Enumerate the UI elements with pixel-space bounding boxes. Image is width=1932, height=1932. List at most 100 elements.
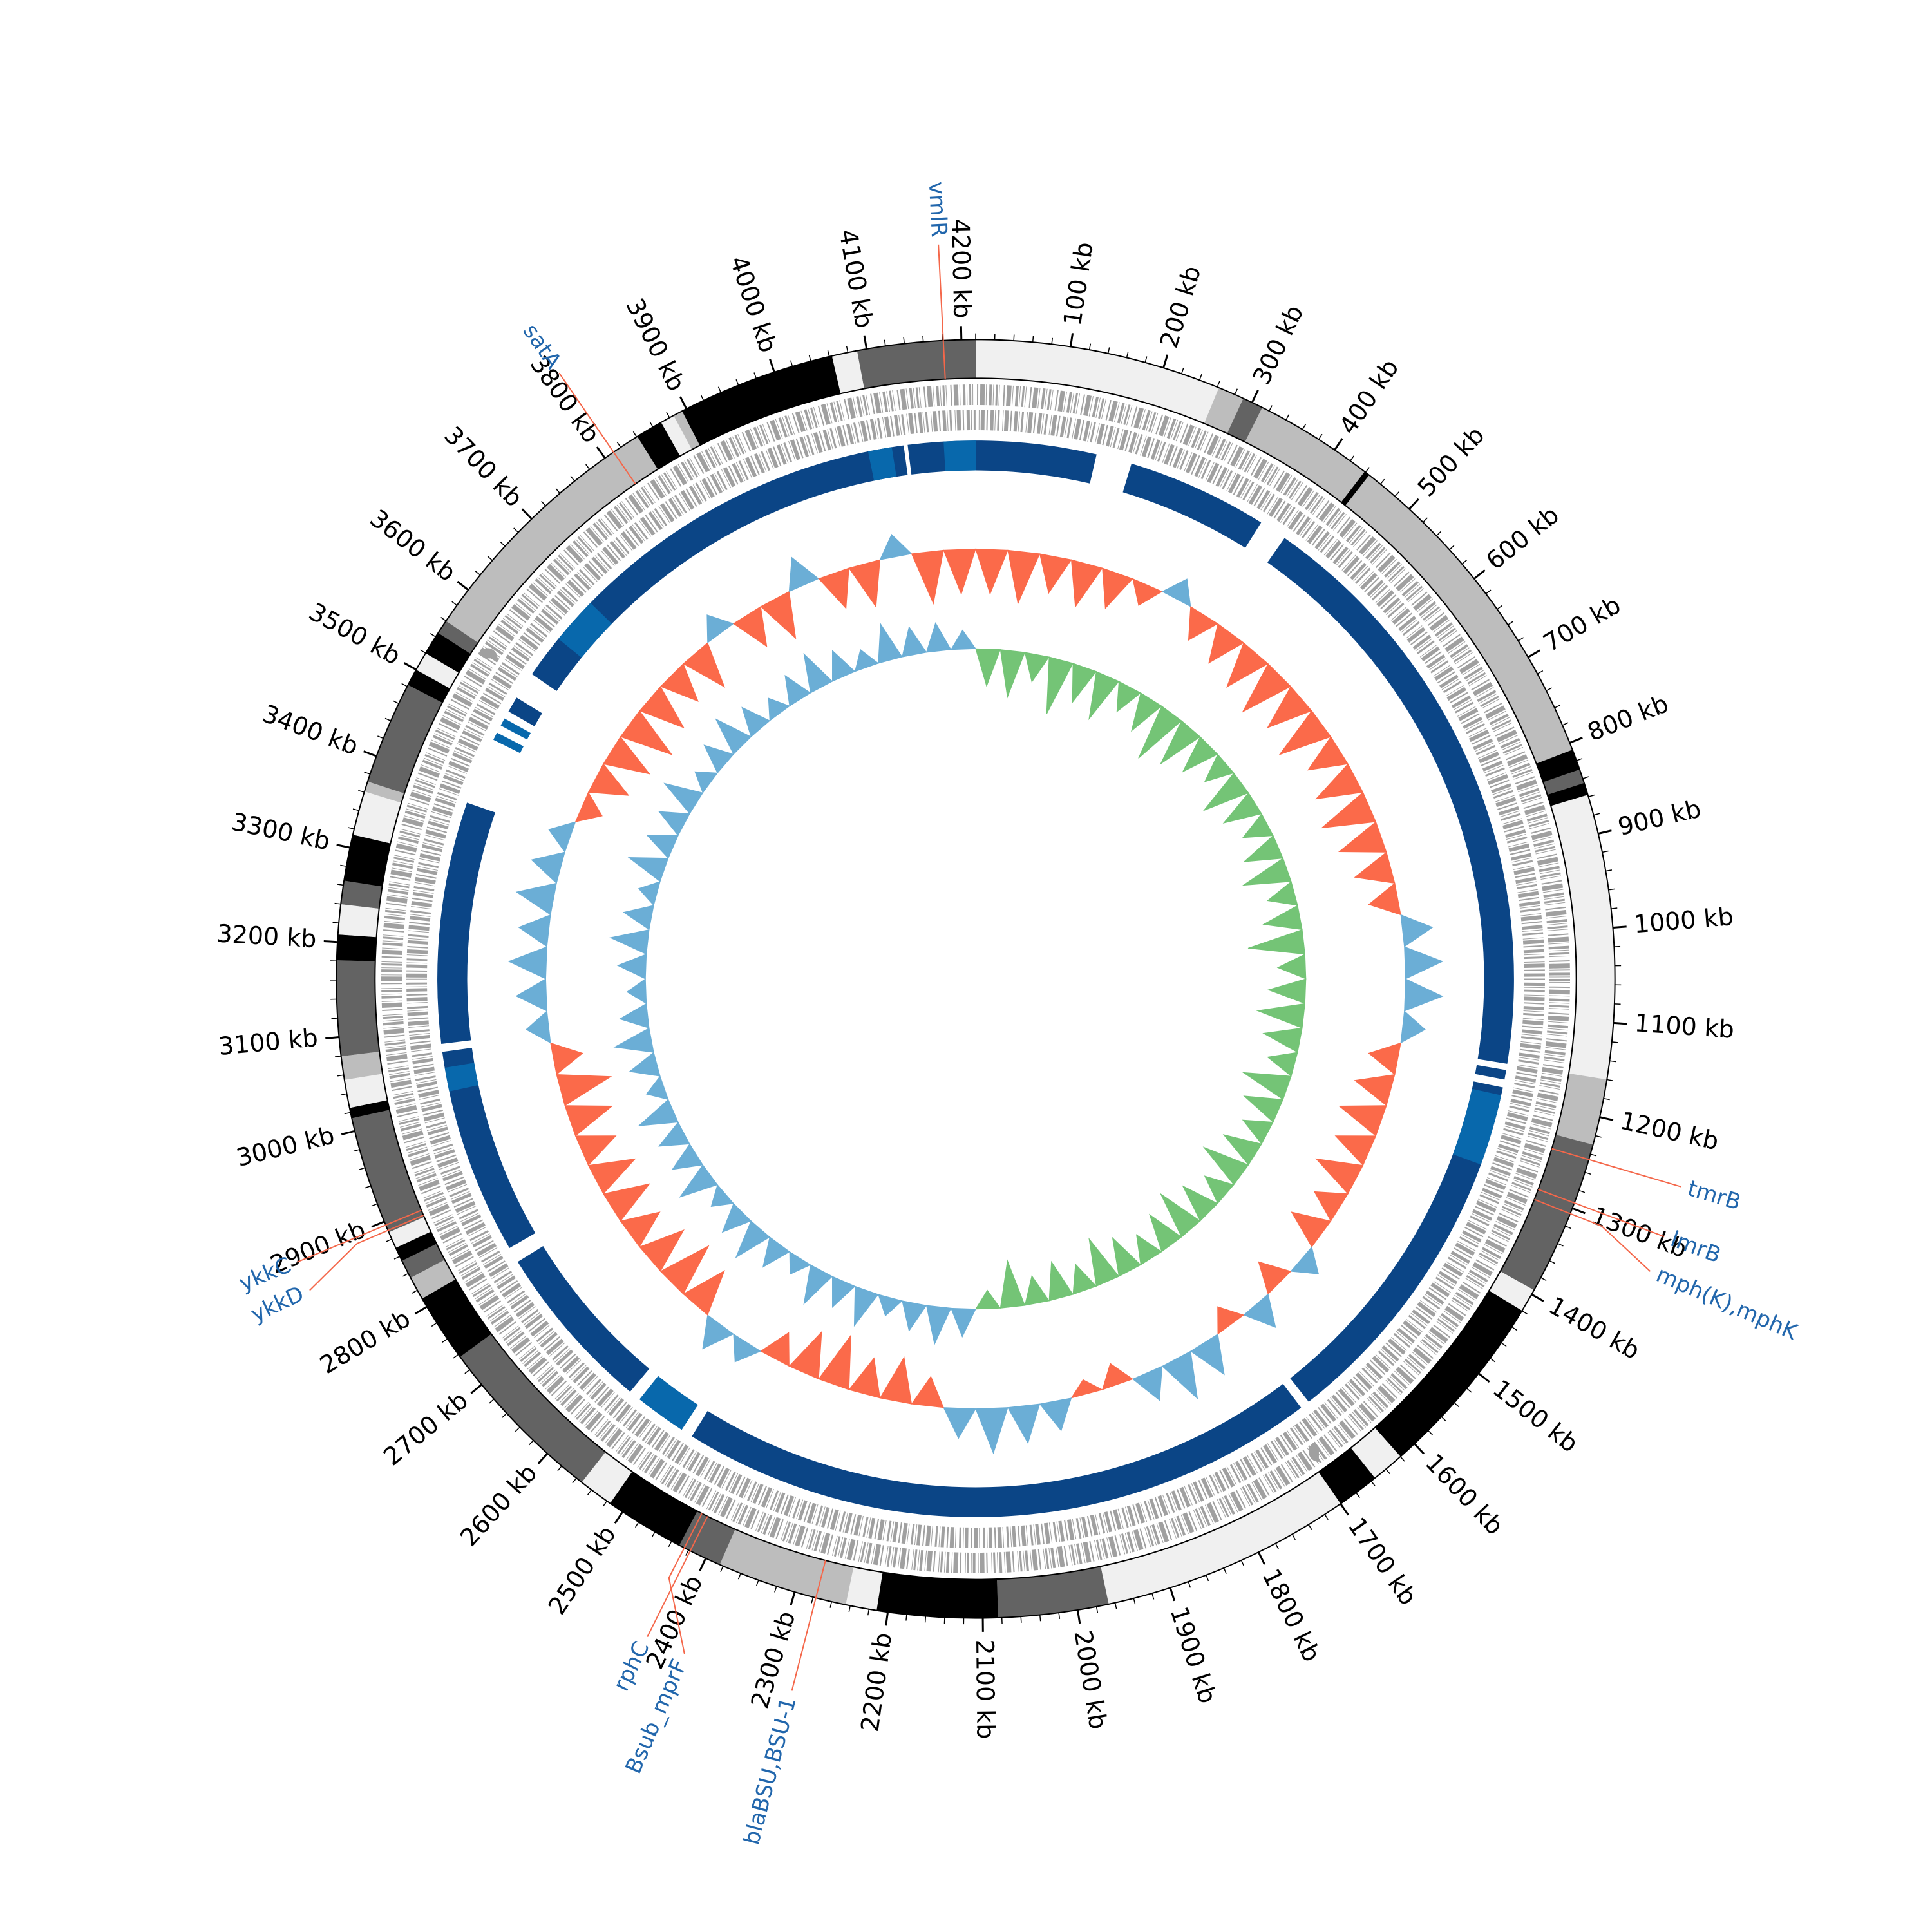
- minor-tick: [1423, 517, 1428, 523]
- gc-skew-spike: [1024, 652, 1050, 683]
- gc-content-spike: [975, 548, 1009, 595]
- gc-skew-spike: [623, 905, 654, 931]
- minor-tick: [393, 700, 399, 705]
- minor-tick: [867, 1609, 870, 1616]
- gc-content-spike: [1291, 1211, 1332, 1248]
- gc-skew-spike: [1243, 835, 1284, 862]
- gc-skew-spike: [1138, 705, 1182, 759]
- minor-tick: [334, 1056, 341, 1057]
- minor-tick: [649, 421, 654, 428]
- gc-content-spike: [548, 821, 576, 853]
- x-tick-label: 3100 kb: [217, 1023, 319, 1061]
- gc-skew-spike: [803, 1264, 833, 1305]
- minor-tick: [358, 790, 365, 793]
- hit-segment: [442, 1048, 536, 1248]
- hit-segment: [639, 1376, 698, 1430]
- gene-label: rphC: [609, 1637, 655, 1695]
- minor-tick: [430, 633, 436, 638]
- gc-skew-spike: [925, 1305, 952, 1345]
- gc-content-spike: [639, 686, 685, 728]
- minor-tick: [1198, 374, 1202, 381]
- minor-tick: [848, 1605, 851, 1612]
- x-tick-label: 1400 kb: [1544, 1291, 1644, 1365]
- gc-skew-spike: [1149, 1213, 1182, 1253]
- minor-tick: [451, 601, 457, 606]
- gc-content-spike: [1161, 1350, 1198, 1400]
- minor-tick: [1258, 1551, 1262, 1558]
- minor-tick: [348, 1130, 355, 1133]
- gc-skew-spike: [1267, 1052, 1298, 1077]
- gc-content-spike: [1314, 1191, 1349, 1222]
- minor-tick: [370, 753, 377, 757]
- minor-tick: [337, 884, 344, 886]
- minor-tick: [603, 1501, 607, 1507]
- minor-tick: [340, 864, 346, 867]
- minor-tick: [487, 556, 493, 561]
- gc-content-spike: [1161, 578, 1191, 607]
- minor-tick: [1126, 351, 1129, 358]
- minor-tick: [1603, 1097, 1610, 1101]
- gc-skew-spike: [1276, 953, 1307, 980]
- gene-pointer: [1538, 1188, 1665, 1238]
- minor-tick: [717, 386, 722, 393]
- minor-tick: [421, 1306, 428, 1311]
- gc-content-spike: [1007, 549, 1041, 605]
- minor-tick: [1605, 869, 1613, 872]
- minor-tick: [1340, 1503, 1345, 1510]
- gc-skew-spike: [999, 649, 1026, 699]
- gc-content-spike: [1400, 914, 1434, 947]
- gc-skew-spike: [878, 623, 903, 664]
- x-tick-label: 3000 kb: [234, 1121, 337, 1172]
- hit-segment: [1453, 1088, 1502, 1165]
- minor-tick: [774, 1586, 777, 1593]
- gc-content-spike: [1307, 736, 1349, 771]
- minor-tick: [720, 1566, 724, 1573]
- minor-tick: [668, 1540, 672, 1548]
- minor-tick: [348, 827, 355, 830]
- minor-tick: [1554, 705, 1561, 708]
- gc-skew-spike: [663, 782, 704, 815]
- gene-label: blaBSU,BSU-1: [739, 1694, 801, 1848]
- minor-tick: [402, 1273, 409, 1277]
- gc-content-spike: [733, 1333, 762, 1363]
- gc-content-spike: [550, 1042, 583, 1075]
- gc-content-spike: [706, 614, 735, 644]
- gc-skew-spike: [878, 1294, 903, 1317]
- gc-skew-spike: [832, 649, 856, 682]
- gc-skew-spike: [627, 857, 669, 882]
- gc-content-spike: [1404, 946, 1444, 980]
- gc-skew-spike: [803, 652, 833, 694]
- gc-skew-spike: [1112, 1236, 1142, 1277]
- minor-tick: [489, 1399, 495, 1404]
- reverse-gene-track: [406, 410, 1545, 1548]
- gc-content-spike: [1354, 851, 1396, 884]
- minor-tick: [1578, 1189, 1586, 1193]
- x-tick-label: 900 kb: [1615, 794, 1703, 841]
- minor-tick: [1576, 758, 1583, 761]
- gc-content-spike: [515, 882, 557, 916]
- hit-segment: [1122, 463, 1262, 548]
- hit-segment: [692, 1383, 1302, 1517]
- minor-tick: [1302, 424, 1307, 430]
- minor-tick: [1466, 1388, 1472, 1393]
- minor-tick: [1032, 336, 1034, 343]
- minor-tick: [1291, 1534, 1296, 1540]
- minor-tick: [1511, 1326, 1518, 1331]
- gc-content-spike: [603, 1183, 650, 1222]
- minor-tick: [420, 649, 426, 654]
- gc-content-spike: [1132, 1365, 1163, 1401]
- minor-tick: [753, 372, 757, 379]
- x-tick-label: 500 kb: [1412, 421, 1490, 502]
- x-tick-label: 3600 kb: [365, 504, 461, 587]
- minor-tick: [340, 1093, 347, 1095]
- gc-skew-spike: [1135, 1234, 1162, 1265]
- gc-skew-spike: [629, 1052, 661, 1077]
- minor-tick: [1518, 637, 1524, 641]
- minor-tick: [1485, 589, 1492, 594]
- minor-tick: [618, 1511, 623, 1518]
- minor-tick: [1365, 467, 1370, 473]
- x-tick-label: 2600 kb: [455, 1459, 542, 1551]
- x-tick-label: 400 kb: [1334, 354, 1405, 439]
- gc-content-spike: [911, 549, 944, 605]
